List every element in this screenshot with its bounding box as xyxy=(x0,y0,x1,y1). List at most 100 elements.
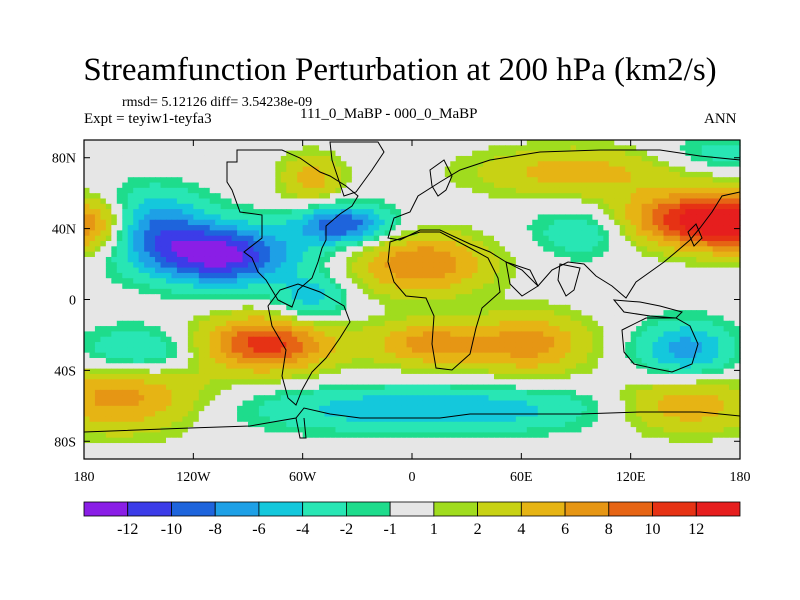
field-cell xyxy=(696,315,703,322)
field-cell xyxy=(570,246,577,253)
field-cell xyxy=(138,203,145,210)
field-cell xyxy=(390,272,397,279)
field-cell xyxy=(209,304,216,311)
field-cell xyxy=(193,145,200,152)
field-cell xyxy=(302,235,309,242)
field-cell xyxy=(712,246,719,253)
field-cell xyxy=(718,347,725,354)
field-cell xyxy=(450,187,457,194)
field-cell xyxy=(111,347,118,354)
field-cell xyxy=(116,272,123,279)
field-cell xyxy=(608,336,615,343)
field-cell xyxy=(116,171,123,178)
field-cell xyxy=(444,357,451,364)
field-cell xyxy=(461,140,468,146)
field-cell xyxy=(422,209,429,216)
field-cell xyxy=(346,171,353,178)
field-cell xyxy=(565,193,572,200)
field-cell xyxy=(718,214,725,221)
field-cell xyxy=(401,331,408,338)
field-cell xyxy=(504,155,511,162)
field-cell xyxy=(685,214,692,221)
field-cell xyxy=(155,288,162,295)
field-cell xyxy=(406,336,413,343)
field-cell xyxy=(543,251,550,258)
field-cell xyxy=(176,187,183,194)
field-cell xyxy=(264,352,271,359)
field-cell xyxy=(362,193,369,200)
field-cell xyxy=(122,198,129,205)
field-cell xyxy=(84,336,91,343)
field-cell xyxy=(127,299,134,306)
field-cell xyxy=(226,161,233,168)
field-cell xyxy=(264,357,271,364)
field-cell xyxy=(696,225,703,231)
field-cell xyxy=(586,288,593,295)
field-cell xyxy=(379,225,386,231)
field-cell xyxy=(597,246,604,253)
field-cell xyxy=(253,155,260,162)
field-cell xyxy=(559,198,566,205)
field-cell xyxy=(138,352,145,359)
field-cell xyxy=(133,357,140,364)
field-cell xyxy=(171,272,178,279)
field-cell xyxy=(209,256,216,263)
field-cell xyxy=(723,326,730,332)
field-cell xyxy=(696,304,703,311)
field-cell xyxy=(417,171,424,178)
field-cell xyxy=(89,336,96,343)
field-cell xyxy=(171,251,178,258)
field-cell xyxy=(187,357,194,364)
field-cell xyxy=(444,161,451,168)
field-cell xyxy=(220,299,227,306)
field-cell xyxy=(220,219,227,226)
field-cell xyxy=(690,150,697,157)
field-cell xyxy=(231,294,238,301)
field-cell xyxy=(619,251,626,258)
field-cell xyxy=(291,331,298,338)
field-cell xyxy=(351,166,358,173)
field-cell xyxy=(264,145,271,152)
field-cell xyxy=(171,342,178,348)
field-cell xyxy=(466,235,473,242)
field-cell xyxy=(319,326,326,332)
field-cell xyxy=(559,320,566,327)
field-cell xyxy=(576,177,583,184)
field-cell xyxy=(302,225,309,231)
field-cell xyxy=(401,246,408,253)
field-cell xyxy=(313,177,320,184)
field-cell xyxy=(723,177,730,184)
field-cell xyxy=(89,342,96,348)
field-cell xyxy=(116,326,123,332)
field-cell xyxy=(576,219,583,226)
field-cell xyxy=(111,219,118,226)
field-cell xyxy=(461,214,468,221)
field-cell xyxy=(220,214,227,221)
field-cell xyxy=(417,187,424,194)
field-cell xyxy=(521,320,528,327)
field-cell xyxy=(291,145,298,152)
field-cell xyxy=(652,166,659,173)
field-cell xyxy=(504,342,511,348)
field-cell xyxy=(543,262,550,269)
field-cell xyxy=(586,299,593,306)
field-cell xyxy=(395,219,402,226)
field-cell xyxy=(171,198,178,205)
field-cell xyxy=(723,272,730,279)
field-cell xyxy=(477,166,484,173)
field-cell xyxy=(641,352,648,359)
field-cell xyxy=(105,256,112,263)
field-cell xyxy=(291,187,298,194)
field-cell xyxy=(444,145,451,152)
field-cell xyxy=(105,177,112,184)
field-cell xyxy=(510,193,517,200)
field-cell xyxy=(351,187,358,194)
field-cell xyxy=(395,209,402,216)
field-cell xyxy=(565,235,572,242)
field-cell xyxy=(220,315,227,322)
field-cell xyxy=(472,336,479,343)
field-cell xyxy=(614,209,621,216)
field-cell xyxy=(390,193,397,200)
field-cell xyxy=(357,230,364,237)
field-cell xyxy=(324,304,331,311)
